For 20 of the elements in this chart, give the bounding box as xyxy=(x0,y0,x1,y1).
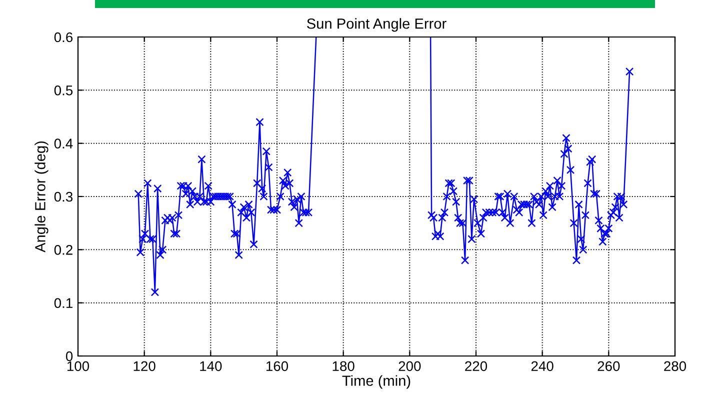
chart-title: Sun Point Angle Error xyxy=(307,18,446,32)
x-tick-label: 100 xyxy=(67,361,90,372)
x-tick-label: 120 xyxy=(134,361,156,372)
y-tick-label: 0.4 xyxy=(54,138,73,149)
y-tick-label: 0.2 xyxy=(54,245,72,255)
x-tick-label: 260 xyxy=(598,361,620,372)
y-tick-label: 0.6 xyxy=(54,32,73,42)
x-tick-label: 180 xyxy=(332,361,354,372)
x-tick-label: 140 xyxy=(200,361,222,372)
x-tick-label: 280 xyxy=(664,361,686,372)
x-tick-label: 220 xyxy=(465,361,488,372)
x-axis-title: Time (min) xyxy=(342,375,410,389)
y-axis-title: Angle Error (deg) xyxy=(34,141,48,252)
y-tick-label: 0.1 xyxy=(54,298,72,308)
x-tick-label: 160 xyxy=(266,361,288,372)
x-tick-label: 200 xyxy=(398,361,421,372)
y-tick-label: 0.5 xyxy=(54,86,73,96)
x-tick-label: 240 xyxy=(531,361,554,372)
y-tick-label: 0.3 xyxy=(54,192,73,202)
y-tick-label: 0 xyxy=(66,351,73,362)
